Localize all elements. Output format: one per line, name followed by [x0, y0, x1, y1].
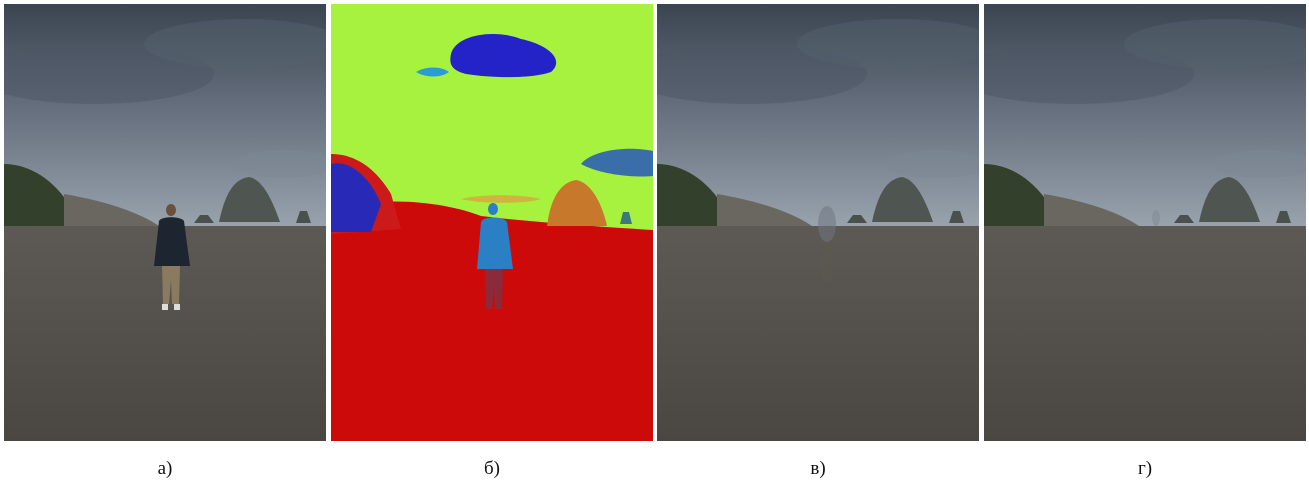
photo-inpainted-1-panel: [657, 4, 979, 441]
photo-original: [4, 4, 326, 441]
segmentation-map-panel: [331, 4, 653, 441]
inpaint-artifact: [818, 206, 836, 242]
caption-d: г): [1137, 458, 1153, 479]
segmentation-map: [331, 4, 653, 441]
photo-original-panel: [4, 4, 326, 441]
photo-inpainted-2-panel: [984, 4, 1306, 441]
segmented-person: [477, 203, 513, 309]
photo-inpainted-1: [657, 4, 979, 441]
person-figure: [154, 204, 190, 310]
inpaint-artifact: [1152, 210, 1160, 226]
caption-a: а): [157, 458, 173, 479]
caption-b: б): [484, 458, 500, 479]
caption-c: в): [810, 458, 826, 479]
photo-inpainted-2: [984, 4, 1306, 441]
